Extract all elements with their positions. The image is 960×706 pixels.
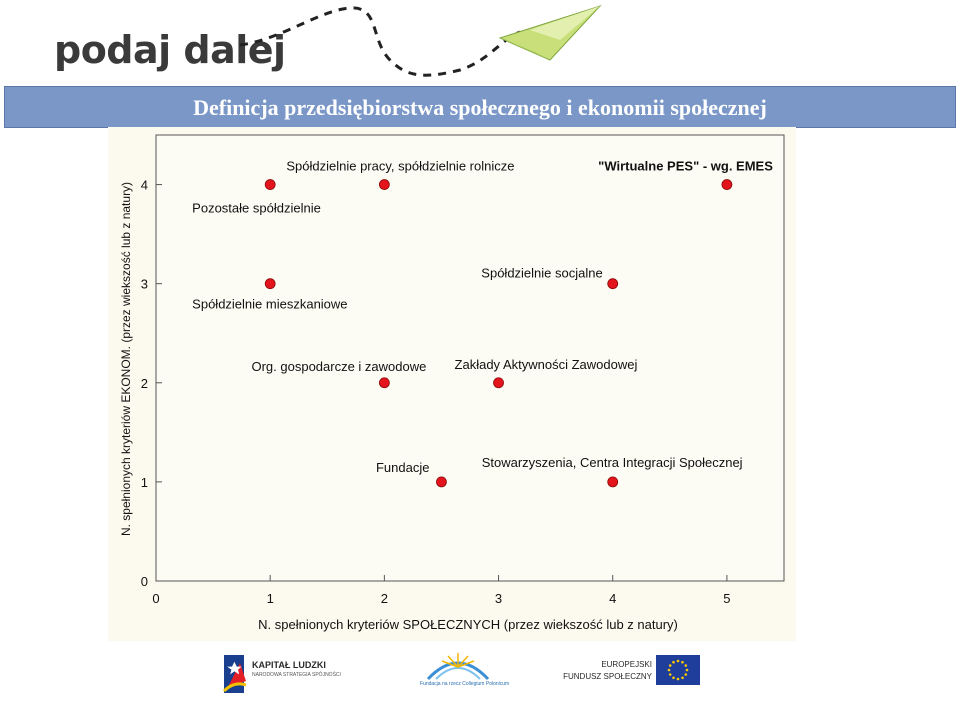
data-point	[264, 278, 276, 290]
y-tick-label: 3	[141, 277, 148, 292]
data-points	[264, 179, 733, 488]
point-label: Fundacje	[376, 460, 429, 475]
data-point	[721, 179, 733, 190]
x-tick-label: 5	[723, 591, 730, 606]
page-title: Definicja przedsiębiorstwa społecznego i…	[193, 95, 767, 120]
eu-star-icon	[672, 660, 675, 664]
x-tick-label: 3	[495, 591, 502, 606]
y-tick-label: 4	[141, 178, 148, 193]
y-tick-label: 1	[141, 475, 148, 490]
eu-star-icon	[684, 664, 688, 667]
efs-line-1: EUROPEJSKI	[601, 660, 652, 669]
data-point	[607, 278, 619, 290]
point-label: Org. gospodarcze i zawodowe	[251, 359, 426, 374]
data-point	[378, 179, 390, 190]
point-label: Stowarzyszenia, Centra Integracji Społec…	[482, 455, 743, 470]
x-axis-label: N. spełnionych kryteriów SPOŁECZNYCH (pr…	[258, 617, 678, 632]
kapital-ludzki-logo-icon	[222, 655, 247, 693]
x-tick-label: 0	[152, 591, 159, 606]
eu-star-icon	[676, 659, 680, 663]
point-label: Spółdzielnie pracy, spółdzielnie rolnicz…	[286, 159, 514, 174]
paper-plane-icon	[239, 4, 602, 77]
point-labels: Pozostałe spółdzielnie Spółdzielnie pracy…	[192, 159, 773, 475]
data-point	[493, 377, 504, 389]
point-label: "Wirtualne PES" - wg. EMES	[598, 159, 773, 174]
point-label: Spółdzielnie mieszkaniowe	[192, 297, 347, 312]
y-tick-label: 0	[141, 574, 148, 589]
efs-line-2: FUNDUSZ SPOŁECZNY	[563, 672, 652, 681]
scatter-chart-svg: 0 1 2 3 4 0 1 2 3 4 5 Pozostałe spółdzielnie Spółd…	[119, 134, 785, 632]
data-point	[607, 476, 619, 488]
fundacja-logo-icon	[426, 653, 490, 681]
eu-star-icon	[684, 673, 688, 676]
data-point	[436, 476, 447, 488]
scatter-chart: 0 1 2 3 4 0 1 2 3 4 5 Pozostałe spółdzielnie Spółd…	[108, 127, 796, 641]
eu-star-icon	[668, 673, 672, 676]
point-label: Pozostałe spółdzielnie	[192, 201, 321, 216]
y-ticks: 0 1 2 3 4	[141, 178, 162, 589]
fundacja-subtitle: Fundacja na rzecz Collegium Polonicum	[420, 681, 510, 687]
eu-star-icon	[668, 664, 672, 667]
point-label: Spółdzielnie socjalne	[481, 266, 602, 281]
eu-star-icon	[681, 676, 684, 680]
data-point	[264, 179, 276, 190]
podaj-dalej-logo: podaj dalej	[54, 28, 286, 72]
x-tick-label: 4	[609, 591, 616, 606]
eu-flag-icon	[656, 655, 700, 685]
eu-star-icon	[672, 676, 675, 680]
data-point	[378, 377, 390, 389]
title-banner: Definicja przedsiębiorstwa społecznego i…	[4, 86, 956, 128]
eu-star-icon	[676, 677, 680, 681]
point-label: Zakłady Aktywności Zawodowej	[455, 357, 638, 372]
kapital-ludzki-title: KAPITAŁ LUDZKI	[252, 660, 326, 670]
kapital-ludzki-subtitle: NARODOWA STRATEGIA SPÓJNOŚCI	[252, 672, 341, 678]
y-tick-label: 2	[141, 376, 148, 391]
x-tick-label: 2	[381, 591, 388, 606]
footer-logos: KAPITAŁ LUDZKI NARODOWA STRATEGIA SPÓJNO…	[0, 645, 960, 706]
x-tick-label: 1	[267, 591, 274, 606]
eu-star-icon	[667, 668, 671, 672]
y-axis-label: N. spełnionych kryteriów EKONOM. (przez …	[119, 182, 133, 536]
plot-area	[155, 134, 785, 582]
x-ticks: 0 1 2 3 4 5	[152, 575, 731, 606]
eu-star-icon	[685, 668, 689, 672]
eu-star-icon	[681, 660, 684, 664]
